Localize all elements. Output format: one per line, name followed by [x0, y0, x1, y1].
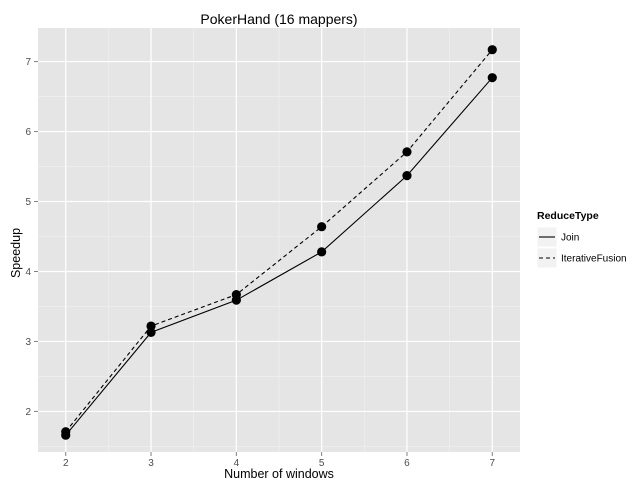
series-line-join [65, 77, 493, 436]
data-point-join [487, 73, 497, 83]
legend-label-iterativefusion: IterativeFusion [561, 254, 627, 265]
y-tick-label: 2 [25, 407, 31, 418]
y-tick-label: 6 [25, 127, 31, 138]
series-line-iterativefusion [65, 49, 493, 433]
y-tick-label: 5 [25, 197, 31, 208]
data-point-iterativefusion [487, 45, 497, 55]
y-tick-label: 4 [25, 267, 31, 278]
data-point-join [317, 247, 327, 257]
y-tick-label: 3 [25, 337, 31, 348]
data-point-iterativefusion [61, 427, 71, 437]
data-point-iterativefusion [231, 289, 241, 300]
x-tick-label: 5 [319, 458, 325, 469]
data-point-iterativefusion [317, 222, 327, 232]
x-tick-label: 7 [489, 458, 495, 469]
data-point-join [402, 171, 412, 181]
data-point-join [146, 327, 156, 337]
x-tick-label: 3 [148, 458, 154, 469]
data-point-iterativefusion [402, 147, 412, 157]
x-axis-label: Number of windows [224, 467, 334, 481]
legend-title: ReduceType [537, 210, 599, 222]
x-tick-label: 6 [404, 458, 410, 469]
y-tick-label: 7 [25, 57, 31, 68]
y-axis: 2 3 4 5 6 7 [25, 57, 38, 418]
legend: ReduceType Join IterativeFusion [536, 210, 627, 269]
legend-label-join: Join [561, 233, 579, 244]
x-tick-label: 4 [234, 458, 240, 469]
chart-title: PokerHand (16 mappers) [200, 11, 357, 27]
grid [38, 28, 520, 452]
y-axis-label: Speedup [9, 228, 23, 278]
x-axis: 2 3 4 5 6 7 [63, 452, 495, 469]
data-point-iterativefusion [146, 321, 156, 331]
series-group [61, 45, 497, 440]
x-tick-label: 2 [63, 458, 69, 469]
